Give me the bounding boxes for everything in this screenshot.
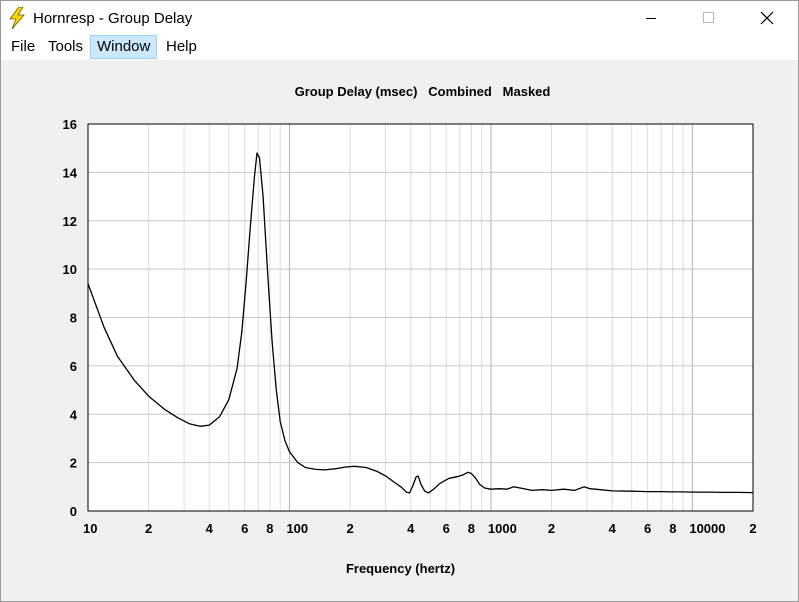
menu-window[interactable]: Window	[90, 35, 158, 59]
x-tick-label: 4	[609, 521, 617, 536]
x-tick-label: 4	[407, 521, 415, 536]
x-tick-label: 10000	[689, 521, 725, 536]
y-tick-label: 14	[63, 165, 78, 180]
x-tick-label: 2	[145, 521, 152, 536]
close-button[interactable]	[744, 1, 790, 35]
y-tick-label: 6	[70, 359, 77, 374]
x-tick-label: 2	[346, 521, 353, 536]
maximize-icon	[703, 12, 714, 23]
x-tick-label: 2	[548, 521, 555, 536]
x-tick-label: 8	[669, 521, 676, 536]
chart-title: Group Delay (msec) Combined Masked	[295, 84, 551, 99]
x-axis-label: Frequency (hertz)	[346, 561, 455, 576]
x-tick-label: 10	[83, 521, 97, 536]
minimize-button[interactable]	[628, 1, 674, 35]
menu-help[interactable]: Help	[166, 38, 197, 55]
close-icon	[760, 11, 774, 25]
x-tick-label: 1000	[488, 521, 517, 536]
menu-bar: File Tools Window Help	[1, 35, 798, 60]
minimize-icon	[646, 18, 656, 19]
y-tick-label: 10	[63, 262, 77, 277]
x-tick-label: 8	[468, 521, 475, 536]
plot-frame	[87, 123, 754, 512]
y-tick-label: 12	[63, 214, 77, 229]
y-tick-label: 4	[70, 407, 78, 422]
chart-area: Group Delay (msec) Combined Masked 0 2 4 6 8 1…	[1, 60, 798, 601]
title-bar[interactable]: Hornresp - Group Delay	[1, 1, 798, 35]
x-tick-label: 2	[749, 521, 756, 536]
y-tick-label: 8	[70, 311, 77, 326]
y-tick-label: 16	[63, 117, 77, 132]
x-tick-label: 6	[644, 521, 651, 536]
x-tick-label: 6	[241, 521, 248, 536]
window-title: Hornresp - Group Delay	[33, 10, 193, 27]
menu-file[interactable]: File	[11, 38, 36, 55]
group-delay-chart: Group Delay (msec) Combined Masked024681…	[63, 84, 757, 576]
x-tick-label: 6	[443, 521, 450, 536]
maximize-button[interactable]	[686, 1, 732, 35]
y-tick-label: 0	[70, 504, 77, 519]
x-tick-label: 4	[206, 521, 214, 536]
x-tick-label: 100	[286, 521, 308, 536]
menu-tools[interactable]: Tools	[48, 38, 84, 55]
y-tick-label: 2	[70, 456, 77, 471]
group-delay-curve	[87, 152, 754, 494]
x-tick-label: 8	[266, 521, 273, 536]
lightning-bolt-icon	[9, 7, 25, 29]
